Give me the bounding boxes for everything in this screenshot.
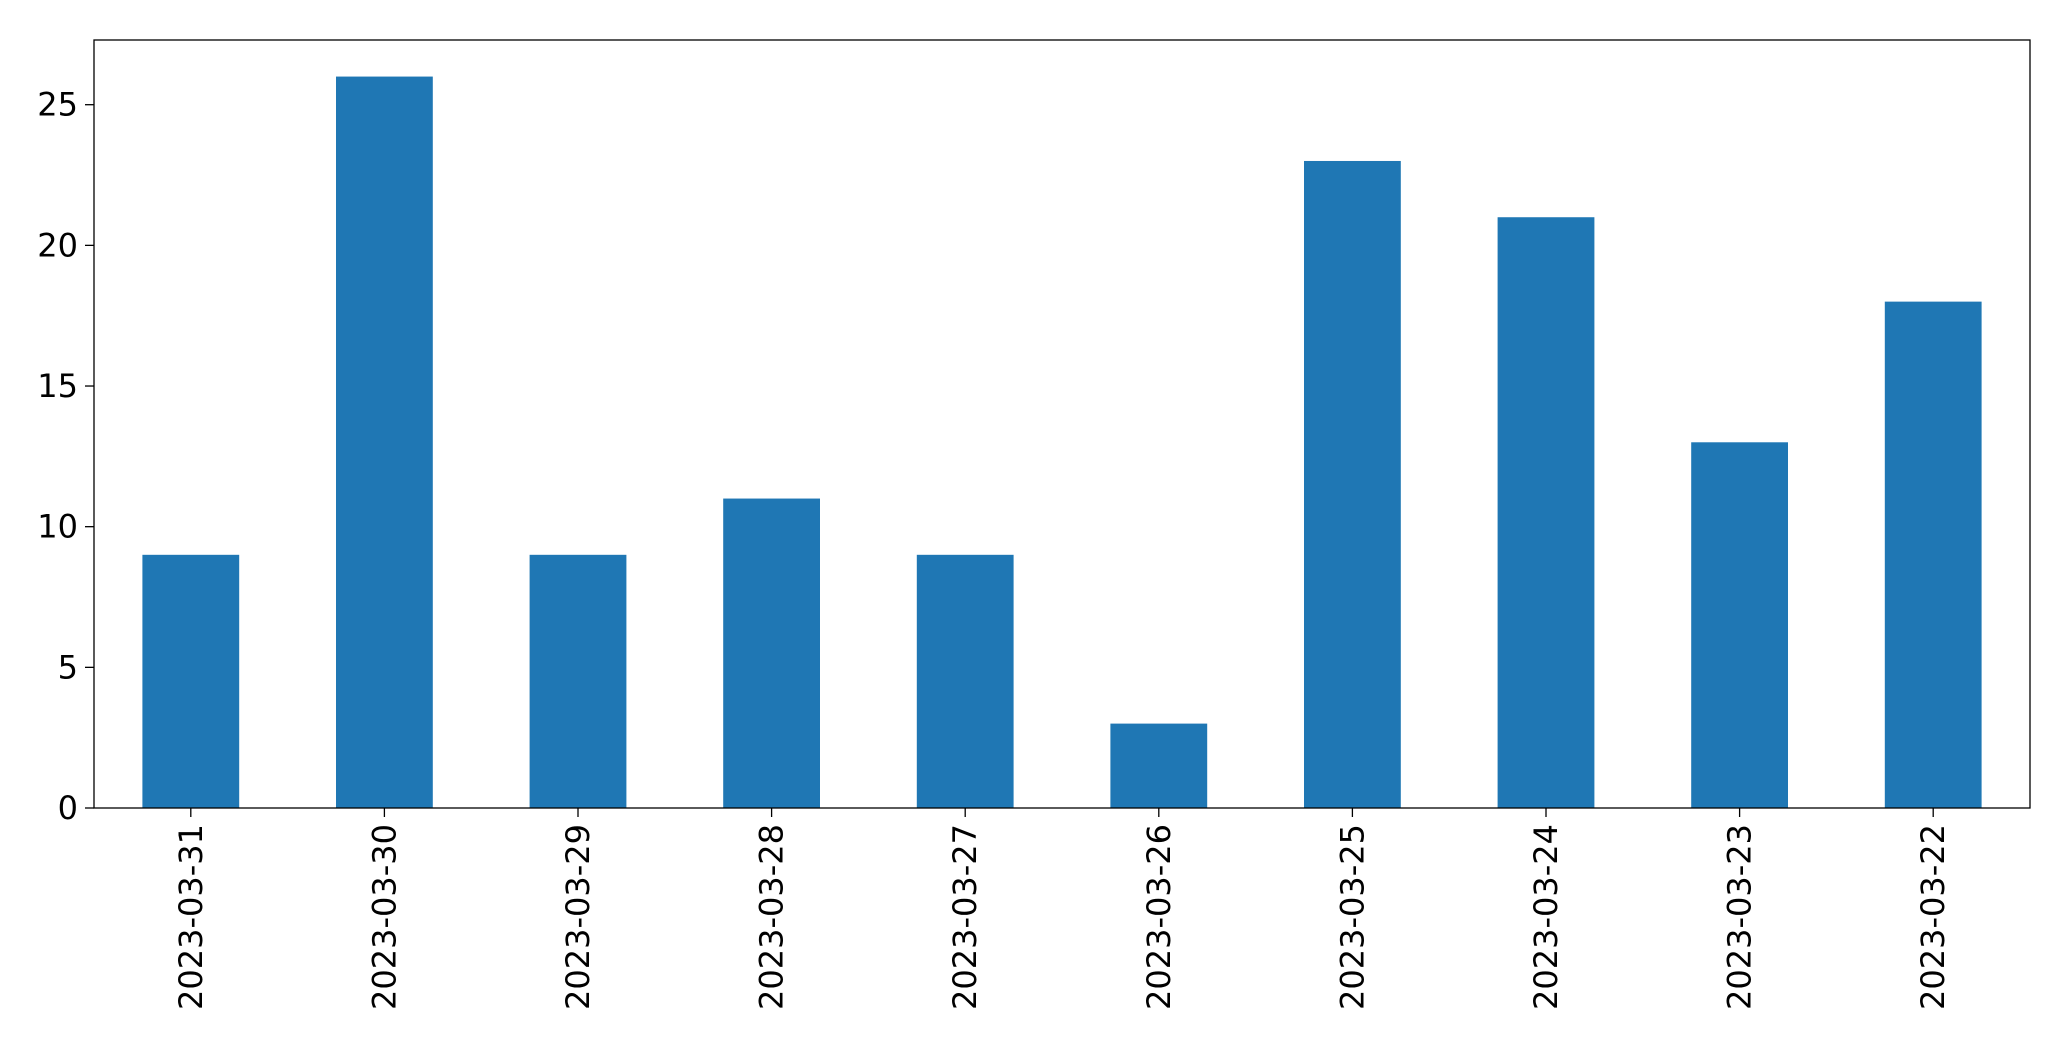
- x-tick-label: 2023-03-22: [1914, 824, 1952, 1010]
- y-tick-label: 0: [58, 789, 78, 827]
- plot-frame: [93, 39, 2031, 809]
- bar: [1691, 442, 1788, 808]
- x-tick-label: 2023-03-31: [172, 824, 210, 1010]
- bar: [1884, 301, 1982, 808]
- y-tick-label: 20: [37, 226, 78, 264]
- x-tick-label: 2023-03-30: [365, 824, 403, 1010]
- x-tick-label: 2023-03-24: [1527, 824, 1565, 1010]
- bar: [336, 76, 433, 809]
- x-tick-label: 2023-03-29: [559, 824, 597, 1010]
- bar: [529, 554, 627, 808]
- y-tick-label: 25: [37, 86, 78, 124]
- y-tick-label: 5: [58, 648, 78, 686]
- bar: [1304, 160, 1401, 808]
- bar: [916, 554, 1014, 808]
- bar: [723, 498, 820, 808]
- x-tick-label: 2023-03-23: [1721, 824, 1759, 1010]
- bar: [1497, 217, 1595, 808]
- bar: [142, 554, 240, 808]
- y-tick-label: 15: [37, 367, 78, 405]
- y-tick-label: 10: [37, 508, 78, 546]
- bar: [1110, 723, 1208, 808]
- x-tick-label: 2023-03-26: [1140, 824, 1178, 1010]
- x-tick-label: 2023-03-25: [1333, 824, 1371, 1010]
- x-tick-label: 2023-03-28: [753, 824, 791, 1010]
- x-tick-label: 2023-03-27: [946, 824, 984, 1010]
